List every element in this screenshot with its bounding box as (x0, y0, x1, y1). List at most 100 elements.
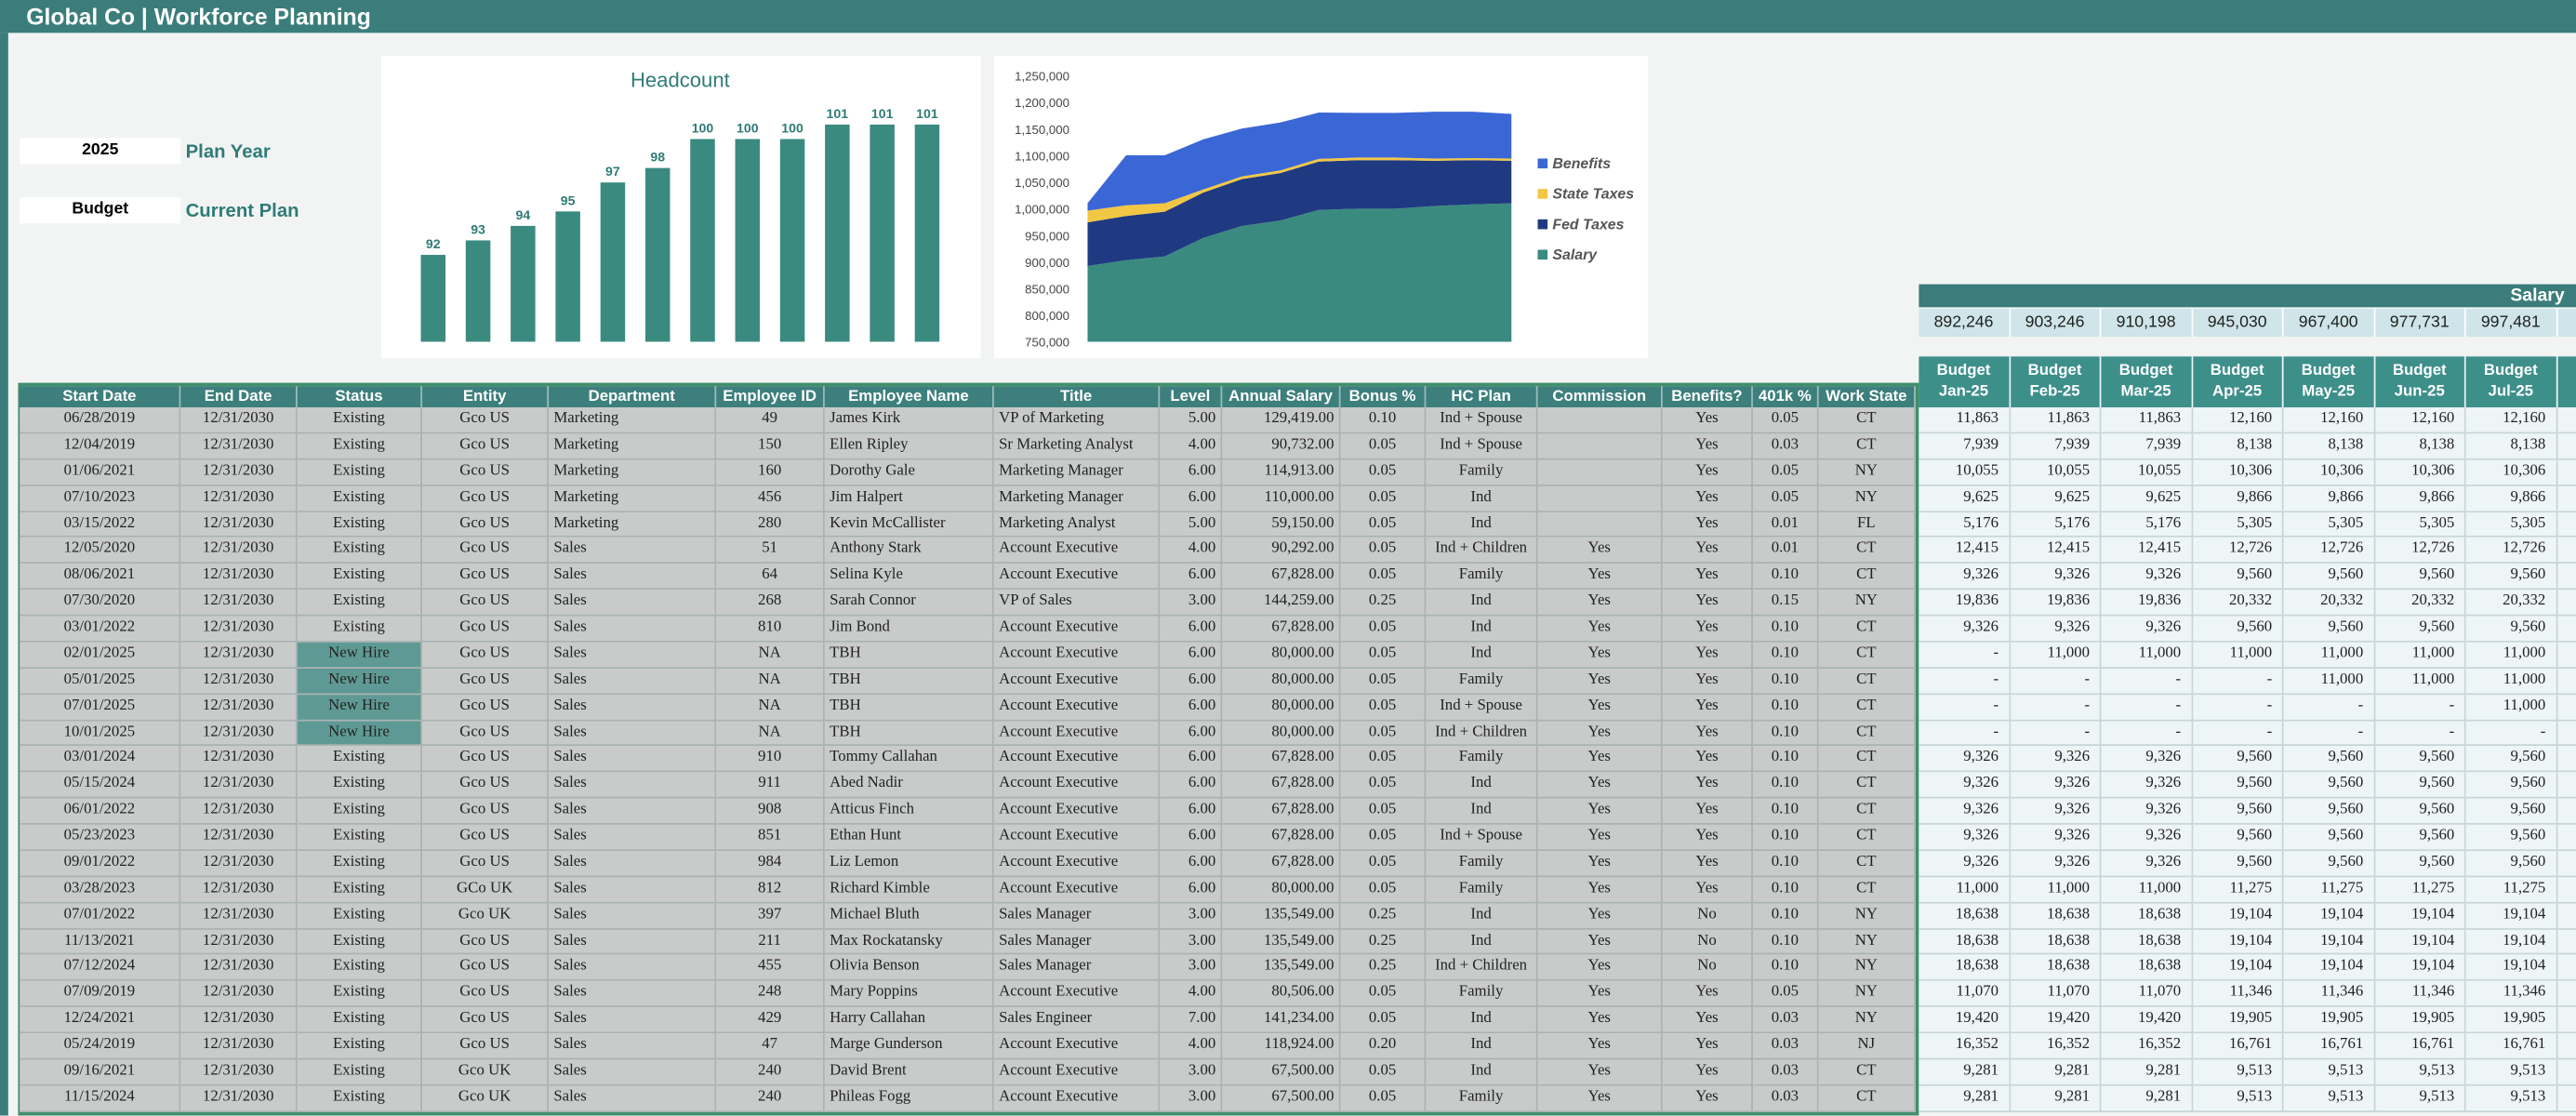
table-cell: Yes (1662, 407, 1753, 434)
month-cell: - (2192, 668, 2284, 695)
month-cell: 9,326 (1919, 746, 2011, 773)
table-cell: 05/23/2023 (20, 824, 181, 852)
month-cell: 9,866 (2192, 485, 2284, 512)
table-cell: 7.00 (1160, 1007, 1223, 1034)
month-cell (2556, 564, 2576, 591)
month-cell: 19,104 (2192, 903, 2284, 930)
legend-label: Benefits (1552, 156, 1611, 172)
month-cell: 9,281 (1919, 1059, 2011, 1086)
table-cell: 12/31/2030 (180, 407, 298, 434)
legend-label: Salary (1552, 247, 1598, 263)
month-cell: 18,638 (2101, 955, 2193, 982)
table-cell: 3.00 (1160, 955, 1223, 982)
table-cell: Gco US (422, 564, 550, 591)
table-cell: Existing (297, 955, 423, 982)
table-cell: Tommy Callahan (824, 746, 994, 773)
table-cell: Mary Poppins (824, 981, 994, 1008)
table-cell: GCo UK (422, 877, 550, 904)
table-cell: Yes (1662, 616, 1753, 643)
month-cell: 9,625 (2101, 485, 2193, 512)
table-cell: 0.05 (1340, 772, 1427, 799)
table-cell: Yes (1662, 772, 1753, 799)
table-cell: Family (1426, 877, 1538, 904)
table-cell: Phileas Fogg (824, 1085, 994, 1112)
table-cell: 12/04/2019 (20, 433, 181, 460)
month-cell: 9,560 (2192, 798, 2284, 825)
table-cell: Yes (1537, 1059, 1663, 1086)
table-cell: Account Executive (993, 1059, 1161, 1086)
month-header: Budget Apr-25 (2192, 356, 2284, 408)
table-cell: Gco US (422, 720, 550, 747)
column-header: Benefits? (1662, 386, 1753, 408)
table-cell: Family (1426, 746, 1538, 773)
table-cell: Existing (297, 1007, 423, 1034)
table-cell: No (1662, 929, 1753, 956)
table-cell: 0.25 (1340, 929, 1427, 956)
month-cell: 20,332 (2192, 590, 2284, 617)
table-cell: Account Executive (993, 564, 1161, 591)
month-cell: 11,275 (2374, 877, 2466, 904)
month-cell: - (2465, 720, 2557, 747)
column-header: Work State (1818, 386, 1916, 408)
month-cell: 11,070 (2010, 981, 2102, 1008)
table-cell: 4.00 (1160, 433, 1223, 460)
month-cell: - (2374, 694, 2466, 721)
table-cell: 135,549.00 (1222, 955, 1341, 982)
month-cell: 19,104 (2283, 955, 2375, 982)
table-cell: 0.10 (1752, 877, 1819, 904)
table-cell: Harry Callahan (824, 1007, 994, 1034)
table-cell: 6.00 (1160, 485, 1223, 512)
month-header-line: Budget (2118, 361, 2173, 380)
table-cell: 240 (716, 1059, 825, 1086)
table-cell: Account Executive (993, 538, 1161, 565)
table-cell: 4.00 (1160, 1033, 1223, 1060)
table-cell: 268 (716, 590, 825, 617)
table-cell: Existing (297, 877, 423, 904)
table-cell: Gco US (422, 851, 550, 878)
table-cell: Ind + Spouse (1426, 824, 1538, 852)
table-cell: Existing (297, 824, 423, 852)
table-cell: Marketing (549, 407, 717, 434)
month-cell: 9,326 (1919, 616, 2011, 643)
month-cell (2556, 720, 2576, 747)
month-cell: 11,000 (2010, 877, 2102, 904)
y-tick-label: 1,250,000 (1015, 70, 1069, 84)
table-cell: CT (1818, 694, 1916, 721)
month-header-line: Budget (2210, 361, 2264, 380)
table-cell: 0.05 (1340, 512, 1427, 538)
table-cell: 80,000.00 (1222, 642, 1341, 669)
table-cell: Family (1426, 459, 1538, 486)
table-cell: 80,000.00 (1222, 720, 1341, 747)
table-cell: Yes (1537, 1007, 1663, 1034)
month-cell: 8,138 (2283, 433, 2375, 460)
table-cell: 248 (716, 981, 825, 1008)
table-cell: Yes (1537, 824, 1663, 852)
table-cell: Existing (297, 407, 423, 434)
table-cell: 06/01/2022 (20, 798, 181, 825)
table-cell: Anthony Stark (824, 538, 994, 565)
y-tick-label: 1,000,000 (1015, 203, 1069, 217)
data-label: 95 (561, 193, 576, 207)
table-cell: Sales Manager (993, 929, 1161, 956)
month-cell: 10,055 (2010, 459, 2102, 486)
left-strip (0, 33, 8, 1116)
table-cell: 135,549.00 (1222, 929, 1341, 956)
table-cell: Gco US (422, 538, 550, 565)
table-cell: 0.05 (1340, 1007, 1427, 1034)
month-cell: - (2010, 694, 2102, 721)
table-cell: 0.25 (1340, 955, 1427, 982)
table-cell: Yes (1662, 590, 1753, 617)
month-cell: 9,560 (2283, 851, 2375, 878)
month-cell: 18,638 (2101, 903, 2193, 930)
month-cell: 9,326 (1919, 851, 2011, 878)
table-cell: Existing (297, 512, 423, 538)
table-cell: 12/31/2030 (180, 433, 298, 460)
month-cell: 9,866 (2374, 485, 2466, 512)
month-cell: 18,638 (1919, 955, 2011, 982)
input-label: Current Plan (185, 202, 299, 222)
table-cell: Account Executive (993, 798, 1161, 825)
table-cell: Sarah Connor (824, 590, 994, 617)
table-cell: 0.05 (1340, 746, 1427, 773)
month-cell: 5,305 (2374, 512, 2466, 538)
month-cell: 18,638 (2101, 929, 2193, 956)
